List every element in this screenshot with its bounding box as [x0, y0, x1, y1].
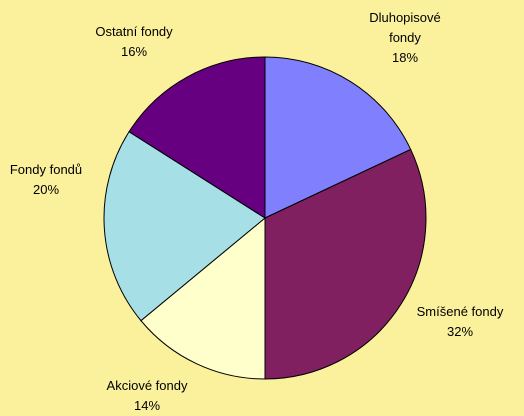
- category-label: Ostatní fondy: [95, 24, 173, 39]
- pie-slice: [140, 216, 266, 380]
- value-label: 32%: [446, 324, 474, 339]
- value-label: 16%: [120, 44, 148, 59]
- pie-slice: [264, 148, 427, 380]
- category-label: Fondy fondů: [9, 162, 83, 177]
- value-label: 18%: [391, 50, 419, 65]
- slice-label: Fondy fondů 20%: [0, 160, 92, 200]
- pie-slice: [128, 56, 266, 219]
- category-label: Smíšené fondy: [416, 304, 504, 319]
- value-label: 14%: [133, 398, 161, 413]
- category-label: Akciové fondy: [106, 378, 188, 393]
- slice-label: Ostatní fondy 16%: [70, 22, 198, 62]
- slice-label: Smíšené fondy 32%: [400, 302, 520, 342]
- slice-label: Akciové fondy 14%: [80, 376, 214, 416]
- pie-slice: [103, 131, 266, 322]
- slice-label: Dluhopisové fondy 18%: [360, 8, 450, 68]
- category-label: Dluhopisové fondy: [369, 10, 441, 45]
- value-label: 20%: [32, 182, 60, 197]
- pie-slice: [264, 56, 412, 219]
